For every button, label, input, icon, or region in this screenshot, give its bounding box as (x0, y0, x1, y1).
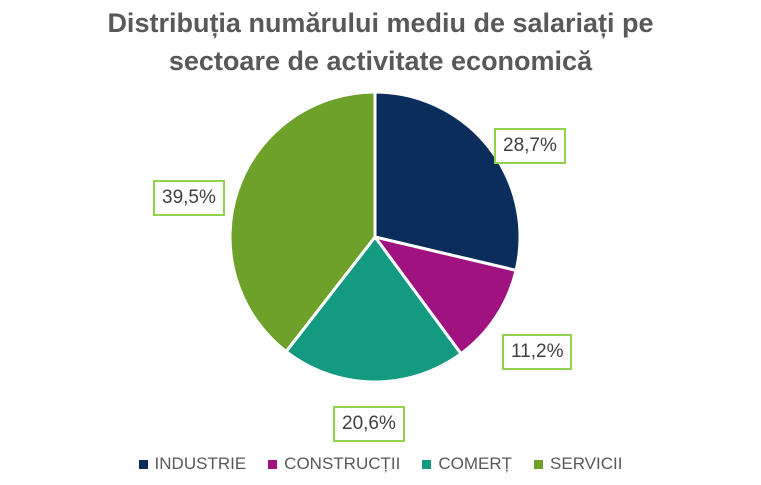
legend-swatch-constructii (268, 459, 278, 469)
legend-label-servicii: SERVICII (550, 454, 623, 473)
legend-item-comert: COMERȚ (422, 454, 512, 474)
legend-swatch-industrie (138, 459, 148, 469)
chart-legend: INDUSTRIE CONSTRUCȚII COMERȚ SERVICII (0, 454, 761, 474)
pie-slice-constructii (373, 235, 518, 356)
legend-item-industrie: INDUSTRIE (138, 454, 247, 474)
data-label-industrie: 28,7% (494, 128, 566, 164)
chart-title: Distribuția numărului mediu de salariați… (0, 4, 761, 80)
legend-label-industrie: INDUSTRIE (154, 454, 247, 473)
legend-label-comert: COMERȚ (438, 454, 513, 473)
pie-slice-servicii (228, 90, 377, 354)
chart-title-line-2: sectoare de activitate economică (168, 46, 593, 76)
pie-slice-industrie (373, 90, 522, 272)
legend-item-constructii: CONSTRUCȚII (268, 454, 400, 474)
legend-label-constructii: CONSTRUCȚII (284, 454, 401, 473)
legend-swatch-comert (422, 459, 432, 469)
chart-title-line-1: Distribuția numărului mediu de salariați… (107, 8, 654, 38)
pie-slice-comert (284, 235, 463, 384)
data-label-constructii: 11,2% (502, 334, 573, 370)
legend-item-servicii: SERVICII (534, 454, 622, 474)
data-label-comert: 20,6% (333, 406, 405, 442)
data-label-servicii: 39,5% (153, 180, 225, 216)
legend-swatch-servicii (534, 459, 544, 469)
